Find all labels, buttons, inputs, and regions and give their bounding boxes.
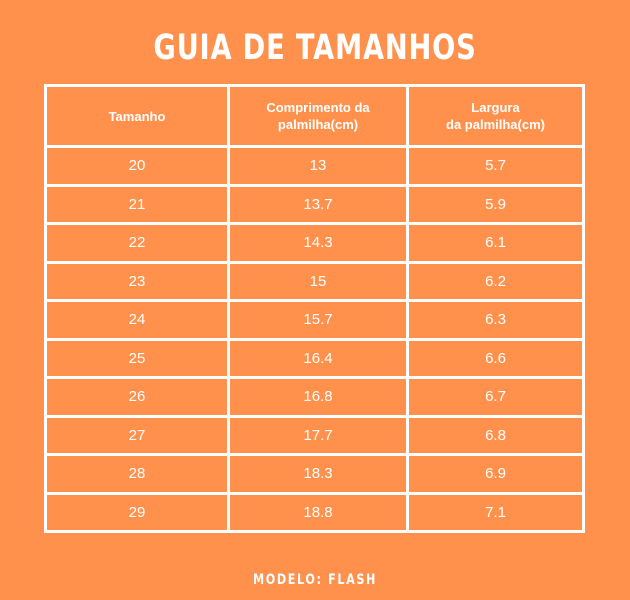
- table-row: 26 16.8 6.7: [44, 376, 585, 418]
- width-cell: 5.7: [406, 145, 585, 187]
- table-row: 22 14.3 6.1: [44, 222, 585, 264]
- width-cell: 6.3: [406, 299, 585, 341]
- header-length: Comprimento da palmilha(cm): [227, 84, 409, 148]
- length-cell: 13: [227, 145, 409, 187]
- width-cell: 6.1: [406, 222, 585, 264]
- size-cell: 21: [44, 183, 230, 225]
- width-cell: 6.7: [406, 376, 585, 418]
- length-cell: 16.8: [227, 376, 409, 418]
- length-cell: 15.7: [227, 299, 409, 341]
- width-cell: 5.9: [406, 183, 585, 225]
- length-cell: 16.4: [227, 337, 409, 379]
- header-text: da palmilha(cm): [446, 117, 545, 132]
- header-text: Comprimento da: [266, 100, 370, 115]
- width-cell: 6.8: [406, 414, 585, 456]
- length-cell: 14.3: [227, 222, 409, 264]
- table-row: 28 18.3 6.9: [44, 453, 585, 495]
- width-cell: 6.6: [406, 337, 585, 379]
- header-row: Tamanho Comprimento da palmilha(cm) Largu…: [44, 84, 585, 148]
- length-cell: 13.7: [227, 183, 409, 225]
- width-cell: 6.9: [406, 453, 585, 495]
- size-cell: 20: [44, 145, 230, 187]
- table-row: 29 18.8 7.1: [44, 491, 585, 533]
- size-cell: 28: [44, 453, 230, 495]
- header-size: Tamanho: [44, 84, 230, 148]
- header-text: Tamanho: [108, 108, 166, 124]
- size-cell: 23: [44, 260, 230, 302]
- model-label: MODELO: FLASH: [253, 572, 377, 588]
- size-cell: 26: [44, 376, 230, 418]
- size-cell: 25: [44, 337, 230, 379]
- table-row: 21 13.7 5.9: [44, 183, 585, 225]
- size-cell: 29: [44, 491, 230, 533]
- table-row: 27 17.7 6.8: [44, 414, 585, 456]
- size-cell: 24: [44, 299, 230, 341]
- size-cell: 22: [44, 222, 230, 264]
- width-cell: 6.2: [406, 260, 585, 302]
- length-cell: 15: [227, 260, 409, 302]
- table-row: 23 15 6.2: [44, 260, 585, 302]
- header-text: palmilha(cm): [277, 117, 359, 132]
- header-text: Largura: [471, 100, 520, 115]
- page-title: GUIA DE TAMANHOS: [153, 28, 477, 68]
- width-cell: 7.1: [406, 491, 585, 533]
- table-row: 20 13 5.7: [44, 145, 585, 187]
- size-cell: 27: [44, 414, 230, 456]
- length-cell: 17.7: [227, 414, 409, 456]
- header-width: Largura da palmilha(cm): [406, 84, 585, 148]
- length-cell: 18.3: [227, 453, 409, 495]
- length-cell: 18.8: [227, 491, 409, 533]
- table-row: 24 15.7 6.3: [44, 299, 585, 341]
- size-table: Tamanho Comprimento da palmilha(cm) Largu…: [44, 84, 585, 533]
- table-row: 25 16.4 6.6: [44, 337, 585, 379]
